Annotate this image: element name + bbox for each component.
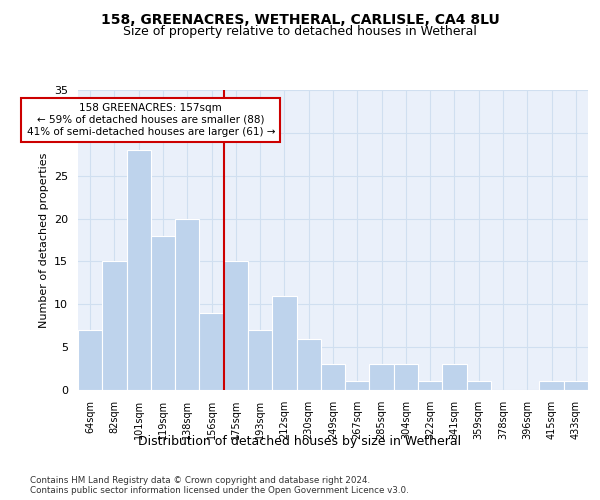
Bar [442, 364, 467, 390]
Bar [224, 262, 248, 390]
Bar [296, 338, 321, 390]
Text: Distribution of detached houses by size in Wetheral: Distribution of detached houses by size … [139, 435, 461, 448]
Bar [394, 364, 418, 390]
Bar [102, 262, 127, 390]
Bar [370, 364, 394, 390]
Text: Size of property relative to detached houses in Wetheral: Size of property relative to detached ho… [123, 25, 477, 38]
Bar [78, 330, 102, 390]
Text: Contains HM Land Registry data © Crown copyright and database right 2024.
Contai: Contains HM Land Registry data © Crown c… [30, 476, 409, 495]
Bar [418, 382, 442, 390]
Bar [564, 382, 588, 390]
Bar [151, 236, 175, 390]
Bar [127, 150, 151, 390]
Bar [467, 382, 491, 390]
Bar [248, 330, 272, 390]
Bar [175, 218, 199, 390]
Bar [199, 313, 224, 390]
Text: 158 GREENACRES: 157sqm
← 59% of detached houses are smaller (88)
41% of semi-det: 158 GREENACRES: 157sqm ← 59% of detached… [26, 104, 275, 136]
Text: 158, GREENACRES, WETHERAL, CARLISLE, CA4 8LU: 158, GREENACRES, WETHERAL, CARLISLE, CA4… [101, 12, 499, 26]
Bar [272, 296, 296, 390]
Y-axis label: Number of detached properties: Number of detached properties [38, 152, 49, 328]
Bar [321, 364, 345, 390]
Bar [539, 382, 564, 390]
Bar [345, 382, 370, 390]
